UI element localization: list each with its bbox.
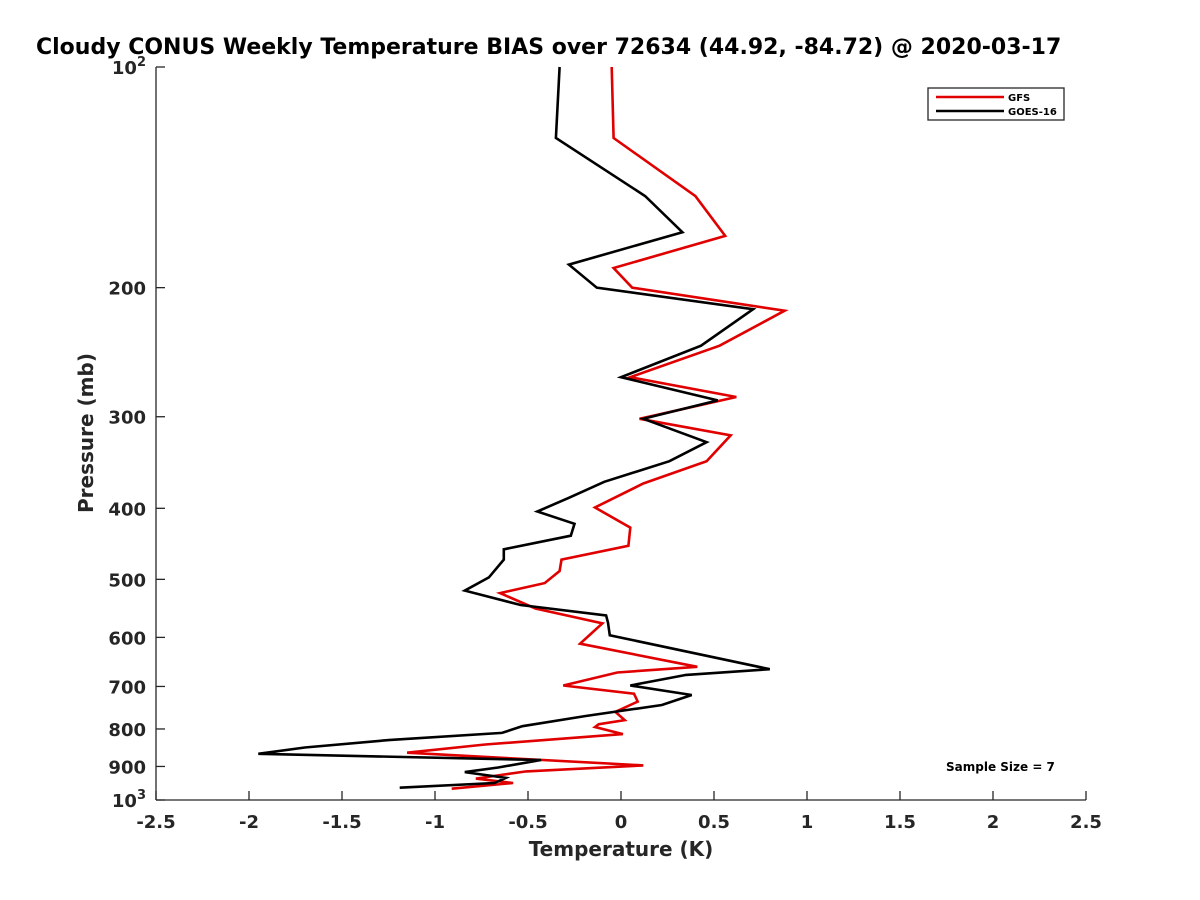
x-tick-label: -2 bbox=[239, 812, 259, 833]
plot-area bbox=[156, 67, 1086, 800]
legend-label: GOES-16 bbox=[1008, 107, 1057, 118]
y-tick-base: 10 bbox=[112, 791, 137, 812]
series-layer bbox=[258, 66, 789, 790]
x-tick-label: 1 bbox=[801, 812, 814, 833]
y-tick-label: 500 bbox=[108, 570, 146, 591]
legend-box bbox=[927, 87, 1065, 121]
y-tick-label: 400 bbox=[108, 499, 146, 520]
y-tick-label: 800 bbox=[108, 720, 146, 741]
chart-title: Cloudy CONUS Weekly Temperature BIAS ove… bbox=[36, 35, 1061, 60]
x-tick-label: 0.5 bbox=[698, 812, 730, 833]
x-tick-label: 0 bbox=[615, 812, 628, 833]
y-tick-label: 600 bbox=[108, 628, 146, 649]
x-axis-label: Temperature (K) bbox=[529, 837, 714, 861]
x-tick-label: -0.5 bbox=[508, 812, 547, 833]
y-tick-exponent: 2 bbox=[137, 55, 146, 70]
axes: -2.5 -2 -1.5 -1 -0.5 0 0.5 1 1.5 2 2.5102200300400… bbox=[108, 55, 1102, 833]
y-axis-label: Pressure (mb) bbox=[74, 353, 98, 513]
x-tick-label: 2.5 bbox=[1070, 812, 1102, 833]
x-tick-label: -2.5 bbox=[136, 812, 175, 833]
legend: GFS GOES-16 bbox=[927, 87, 1065, 121]
x-tick-label: -1.5 bbox=[322, 812, 361, 833]
legend-label: GFS bbox=[1008, 93, 1030, 104]
series-line-goes-16 bbox=[258, 66, 771, 789]
y-tick-label: 300 bbox=[108, 408, 146, 429]
sample-size-annotation: Sample Size = 7 bbox=[946, 760, 1055, 774]
y-tick-exponent: 3 bbox=[137, 788, 146, 803]
y-tick-label: 103 bbox=[112, 788, 146, 812]
series-line-gfs bbox=[406, 66, 789, 790]
y-tick-label: 700 bbox=[108, 677, 146, 698]
y-tick-base: 10 bbox=[112, 58, 137, 79]
x-tick-label: 2 bbox=[987, 812, 1000, 833]
y-tick-label: 200 bbox=[108, 279, 146, 300]
x-tick-label: -1 bbox=[425, 812, 445, 833]
x-tick-label: 1.5 bbox=[884, 812, 916, 833]
y-tick-label: 900 bbox=[108, 757, 146, 778]
y-tick-label: 102 bbox=[112, 55, 146, 79]
